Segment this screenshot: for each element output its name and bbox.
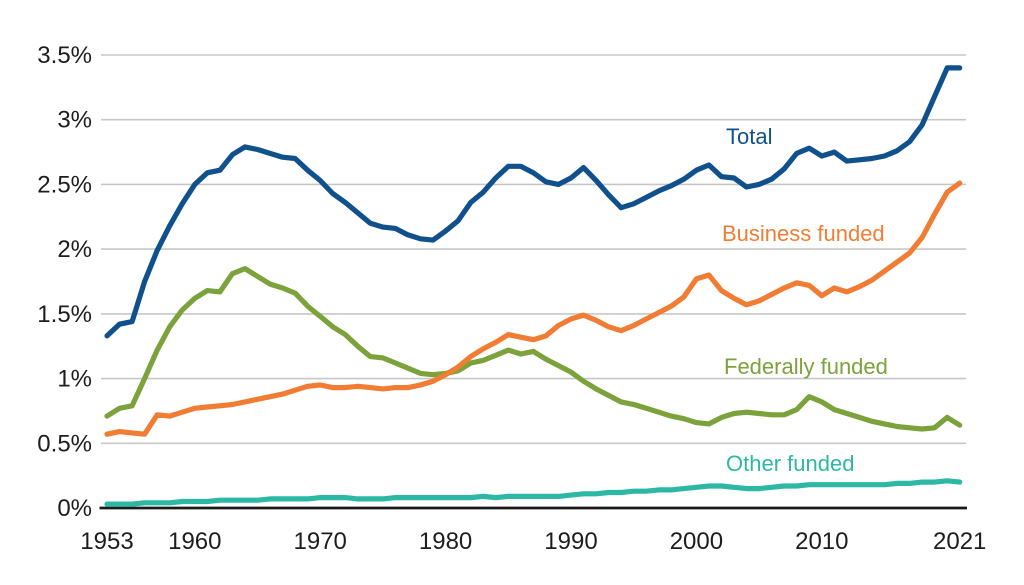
x-tick-label: 1980	[419, 528, 472, 555]
series-label-business: Business funded	[722, 221, 885, 246]
x-tick-label: 2021	[933, 528, 986, 555]
series-label-other: Other funded	[726, 451, 854, 476]
x-tick-label: 1970	[294, 528, 347, 555]
x-tick-label: 1960	[168, 528, 221, 555]
y-tick-label: 1.5%	[37, 301, 92, 328]
y-tick-label: 3.5%	[37, 42, 92, 69]
series-line-other	[104, 478, 963, 507]
x-tick-label: 1990	[544, 528, 597, 555]
y-tick-label: 1%	[57, 366, 92, 393]
series-line-federal	[104, 266, 963, 432]
y-tick-label: 0%	[57, 495, 92, 522]
x-tick-label: 1953	[80, 528, 133, 555]
series-label-total: Total	[726, 124, 772, 149]
x-tick-label: 2010	[795, 528, 848, 555]
y-tick-label: 0.5%	[37, 430, 92, 457]
x-tick-label: 2000	[670, 528, 723, 555]
y-tick-label: 2.5%	[37, 171, 92, 198]
y-tick-label: 2%	[57, 236, 92, 263]
series-line-total	[104, 65, 963, 339]
y-tick-label: 3%	[57, 107, 92, 134]
series-line-business	[104, 180, 963, 437]
series-label-federal: Federally funded	[724, 354, 888, 379]
